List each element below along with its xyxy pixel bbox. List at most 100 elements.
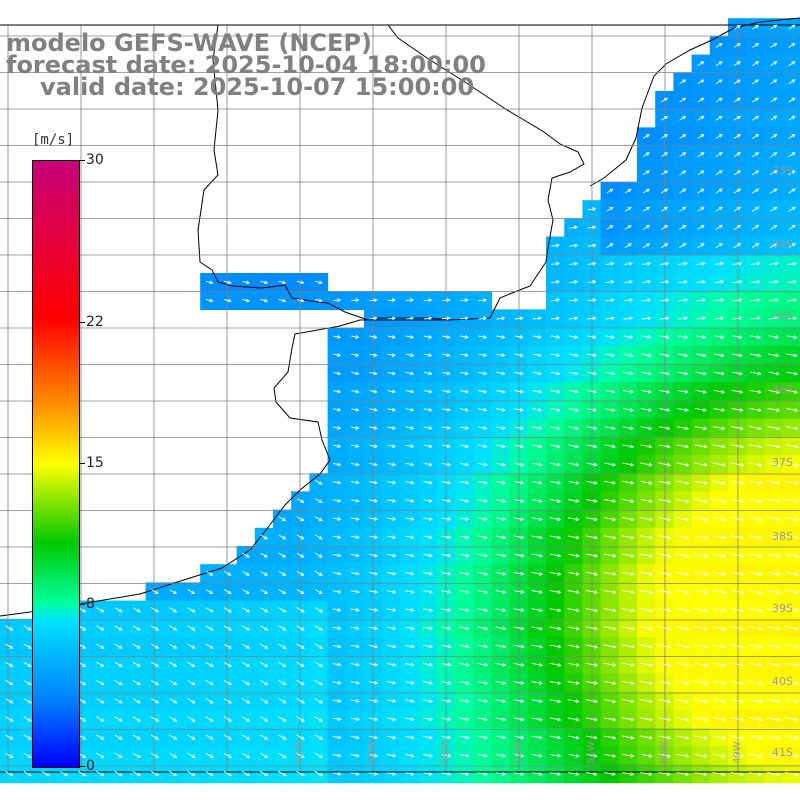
wind-arrow [751, 134, 760, 139]
wind-arrow [423, 353, 433, 358]
wind-arrow [785, 680, 800, 686]
wind-arrow [459, 626, 470, 631]
wind-arrow [770, 170, 778, 176]
wind-arrow [332, 571, 342, 576]
wind-arrow [531, 590, 544, 594]
wind-arrow [712, 735, 727, 740]
wind-arrow [296, 752, 305, 758]
wind-arrow [205, 298, 214, 303]
wind-arrow [368, 771, 379, 776]
wind-arrow [350, 498, 360, 503]
wind-arrow [766, 753, 781, 758]
wind-arrow [730, 498, 745, 504]
wind-arrow [585, 571, 599, 576]
wind-arrow [386, 717, 397, 722]
wind-arrow [603, 589, 617, 595]
wind-arrow [96, 734, 105, 740]
wind-arrow [786, 371, 799, 376]
wind-arrow [712, 517, 727, 522]
wind-arrow [657, 571, 672, 576]
wind-arrow [751, 115, 760, 121]
wind-arrow [788, 242, 796, 249]
wind-arrow [749, 371, 762, 376]
wind-arrow [770, 97, 778, 103]
wind-arrow [748, 771, 763, 777]
wind-arrow [314, 643, 324, 649]
wind-arrow [259, 770, 269, 777]
wind-arrow [314, 570, 323, 576]
wind-arrow [714, 279, 725, 284]
wind-arrow [169, 589, 178, 594]
wind-arrow [205, 716, 214, 722]
wind-arrow [441, 389, 451, 394]
wind-arrow [532, 335, 542, 339]
wind-arrow [550, 316, 561, 321]
wind-arrow [640, 408, 653, 412]
wind-arrow [622, 408, 634, 412]
wind-arrow [549, 681, 562, 685]
wind-arrow [767, 426, 781, 431]
wind-arrow [731, 426, 744, 431]
wind-arrow [314, 552, 323, 558]
wind-arrow [314, 698, 324, 704]
wind-arrow [603, 517, 617, 522]
wind-arrow [605, 316, 615, 321]
wind-arrow [423, 444, 433, 449]
wind-arrow [748, 680, 763, 686]
wind-arrow [459, 553, 470, 558]
wind-arrow [369, 480, 378, 485]
wind-arrow [568, 444, 580, 449]
wind-arrow [568, 462, 580, 467]
wind-arrow [278, 552, 287, 558]
wind-arrow [296, 734, 305, 740]
wind-arrow [712, 444, 726, 449]
wind-arrow [640, 462, 653, 467]
wind-arrow [278, 770, 287, 777]
wind-arrow [314, 752, 324, 758]
colorbar-label: 15 [86, 455, 104, 471]
wind-arrow [697, 115, 705, 121]
wind-arrow [785, 426, 799, 431]
wind-arrow [715, 224, 723, 230]
wind-arrow [423, 644, 434, 649]
wind-arrow [586, 462, 598, 467]
wind-arrow [513, 590, 525, 594]
wind-arrow [278, 298, 287, 303]
wind-arrow [187, 607, 196, 613]
wind-arrow [766, 480, 781, 485]
wind-arrow [675, 589, 690, 595]
wind-arrow [712, 498, 727, 504]
wind-arrow [496, 335, 506, 339]
wind-arrow [405, 462, 415, 467]
wind-arrow [495, 681, 507, 685]
wind-arrow [168, 734, 178, 740]
wind-arrow [770, 61, 778, 67]
wind-arrow [296, 552, 305, 558]
wind-arrow [459, 608, 470, 613]
wind-arrow [658, 735, 672, 740]
wind-arrow [278, 607, 287, 613]
coastline-uruguay [197, 24, 585, 321]
wind-arrow [715, 152, 723, 158]
wind-arrow [205, 734, 214, 740]
wind-arrow [278, 734, 287, 740]
wind-arrow [332, 462, 342, 467]
wind-arrow [132, 770, 141, 777]
wind-arrow [296, 661, 305, 667]
wind-arrow [351, 389, 360, 394]
wind-arrow [278, 661, 287, 667]
wind-arrow [568, 426, 580, 431]
wind-arrow [96, 716, 105, 722]
wind-arrow [205, 752, 214, 758]
wind-arrow [350, 662, 360, 667]
wind-arrow [604, 462, 617, 467]
wind-arrow [531, 499, 543, 503]
wind-arrow [752, 24, 760, 30]
wind-arrow [660, 206, 669, 212]
wind-arrow [712, 699, 727, 704]
wind-arrow [567, 590, 580, 594]
wind-arrow [205, 661, 214, 667]
wind-arrow [606, 188, 614, 194]
wind-arrow [641, 279, 652, 284]
wind-arrow [549, 772, 562, 776]
